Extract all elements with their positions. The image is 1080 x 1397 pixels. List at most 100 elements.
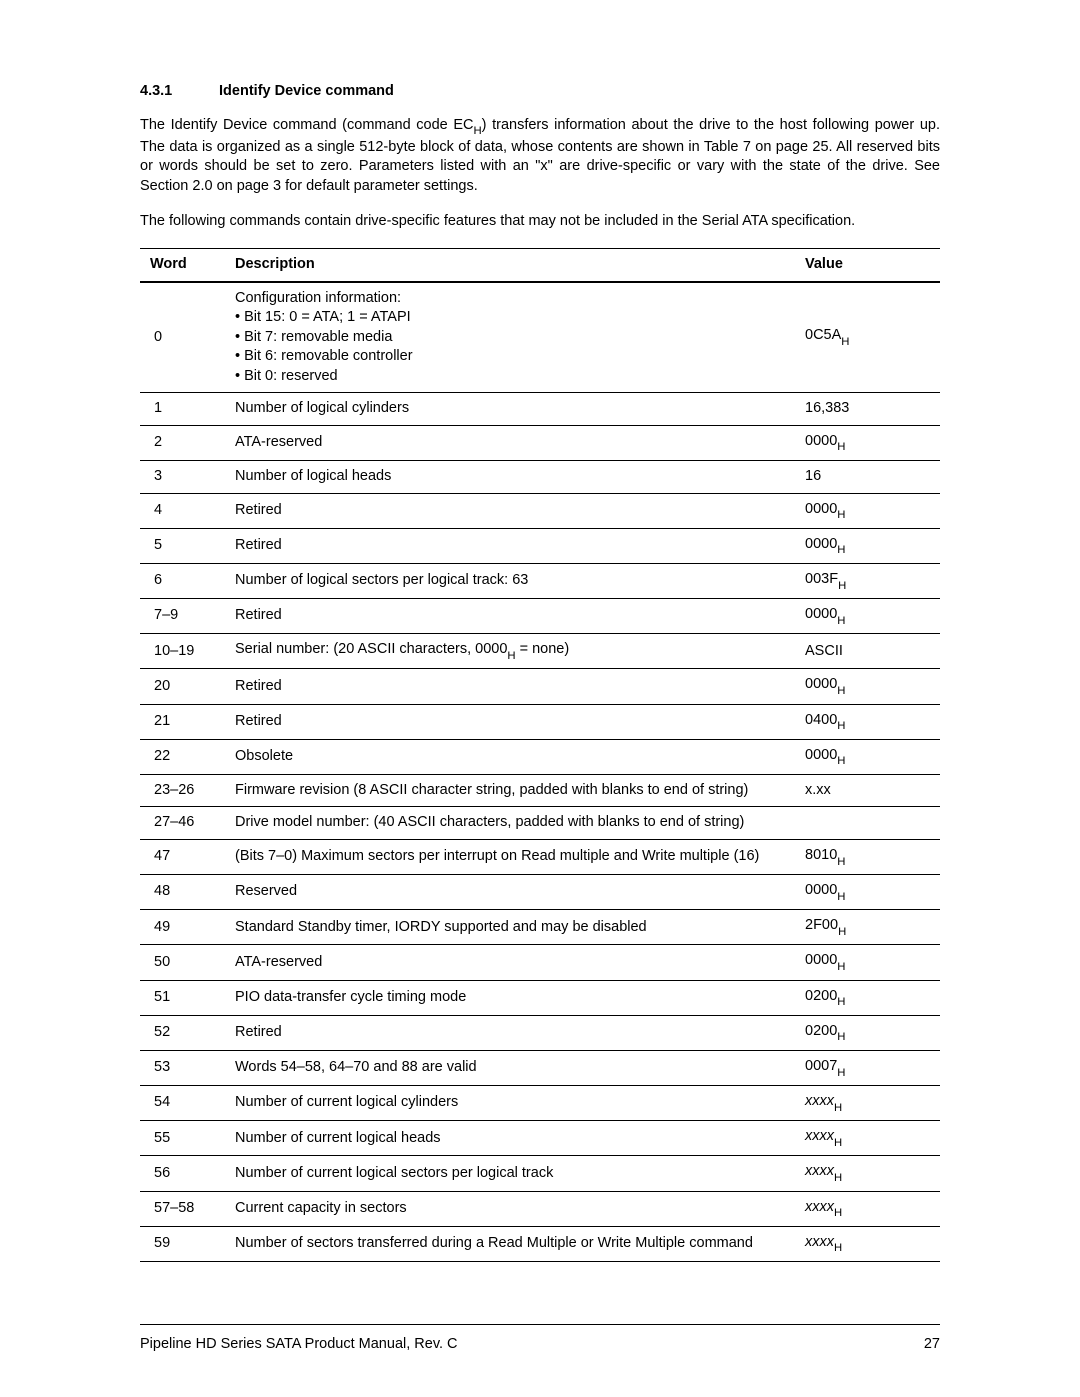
cell-desc: Reserved — [225, 875, 795, 910]
cell-desc: Retired — [225, 528, 795, 563]
cell-desc: Number of current logical heads — [225, 1121, 795, 1156]
table-row: 50ATA-reserved0000H — [140, 945, 940, 980]
table-row: 20Retired0000H — [140, 669, 940, 704]
table-row: 3Number of logical heads16 — [140, 461, 940, 494]
th-value: Value — [795, 248, 940, 281]
cell-value: 003FH — [795, 563, 940, 598]
cell-value: ASCII — [795, 634, 940, 669]
cell-desc: Standard Standby timer, IORDY supported … — [225, 910, 795, 945]
cell-desc: Retired — [225, 669, 795, 704]
cell-desc: Number of logical heads — [225, 461, 795, 494]
cell-value: 0007H — [795, 1050, 940, 1085]
cell-word: 2 — [140, 425, 225, 460]
cell-value — [795, 807, 940, 840]
cell-word: 50 — [140, 945, 225, 980]
table-row: 27–46Drive model number: (40 ASCII chara… — [140, 807, 940, 840]
cell-word: 59 — [140, 1226, 225, 1261]
para1-a: The Identify Device command (command cod… — [140, 117, 473, 133]
cell-desc: Number of sectors transferred during a R… — [225, 1226, 795, 1261]
config-bullets: Bit 15: 0 = ATA; 1 = ATAPI Bit 7: remova… — [235, 308, 785, 386]
cell-desc: Number of current logical cylinders — [225, 1086, 795, 1121]
cell-value: xxxxH — [795, 1191, 940, 1226]
table-row: 53Words 54–58, 64–70 and 88 are valid000… — [140, 1050, 940, 1085]
cell-value: xxxxH — [795, 1156, 940, 1191]
cell-value: 16 — [795, 461, 940, 494]
cell-desc: Serial number: (20 ASCII characters, 000… — [225, 634, 795, 669]
cell-word: 55 — [140, 1121, 225, 1156]
cell-desc: Obsolete — [225, 739, 795, 774]
cell-desc: Words 54–58, 64–70 and 88 are valid — [225, 1050, 795, 1085]
paragraph-2: The following commands contain drive-spe… — [140, 212, 940, 232]
cell-word: 56 — [140, 1156, 225, 1191]
table-row: 10–19 Serial number: (20 ASCII character… — [140, 634, 940, 669]
cell-desc: Retired — [225, 1015, 795, 1050]
table-row: 59Number of sectors transferred during a… — [140, 1226, 940, 1261]
cell-word: 52 — [140, 1015, 225, 1050]
cell-desc: PIO data-transfer cycle timing mode — [225, 980, 795, 1015]
cell-value: 0000H — [795, 875, 940, 910]
cell-desc: Drive model number: (40 ASCII characters… — [225, 807, 795, 840]
cell-value: 0000H — [795, 528, 940, 563]
cell-desc: Firmware revision (8 ASCII character str… — [225, 774, 795, 807]
cell-desc: Retired — [225, 704, 795, 739]
table-row: 51PIO data-transfer cycle timing mode020… — [140, 980, 940, 1015]
cell-word: 5 — [140, 528, 225, 563]
table-row: 2ATA-reserved0000H — [140, 425, 940, 460]
cell-value: 0400H — [795, 704, 940, 739]
table-row: 7–9Retired0000H — [140, 599, 940, 634]
cell-word: 0 — [140, 282, 225, 393]
table-row: 48Reserved0000H — [140, 875, 940, 910]
table-row: 4Retired0000H — [140, 493, 940, 528]
cell-value: xxxxH — [795, 1121, 940, 1156]
table-row: 6Number of logical sectors per logical t… — [140, 563, 940, 598]
cell-desc: Number of current logical sectors per lo… — [225, 1156, 795, 1191]
cell-desc: (Bits 7–0) Maximum sectors per interrupt… — [225, 840, 795, 875]
cell-value: 0000H — [795, 493, 940, 528]
cell-word: 51 — [140, 980, 225, 1015]
cell-word: 3 — [140, 461, 225, 494]
paragraph-1: The Identify Device command (command cod… — [140, 116, 940, 197]
cell-word: 48 — [140, 875, 225, 910]
cell-desc: Configuration information: Bit 15: 0 = A… — [225, 282, 795, 393]
bullet: Bit 6: removable controller — [235, 347, 785, 367]
section-title: Identify Device command — [219, 83, 394, 99]
cell-value: 0000H — [795, 945, 940, 980]
table-row: 21Retired0400H — [140, 704, 940, 739]
bullet: Bit 15: 0 = ATA; 1 = ATAPI — [235, 308, 785, 328]
table-row: 52Retired0200H — [140, 1015, 940, 1050]
table-row: 5Retired0000H — [140, 528, 940, 563]
footer-left: Pipeline HD Series SATA Product Manual, … — [140, 1335, 458, 1355]
cell-desc: Retired — [225, 493, 795, 528]
cell-value: 16,383 — [795, 393, 940, 426]
section-number: 4.3.1 — [140, 82, 215, 102]
cell-word: 20 — [140, 669, 225, 704]
table-row: 56Number of current logical sectors per … — [140, 1156, 940, 1191]
cell-word: 47 — [140, 840, 225, 875]
cell-value: 0C5AH — [795, 282, 940, 393]
table-row: 54Number of current logical cylindersxxx… — [140, 1086, 940, 1121]
table-header-row: Word Description Value — [140, 248, 940, 281]
cell-word: 54 — [140, 1086, 225, 1121]
table-row: 0 Configuration information: Bit 15: 0 =… — [140, 282, 940, 393]
table-row: 22Obsolete0000H — [140, 739, 940, 774]
page-footer: Pipeline HD Series SATA Product Manual, … — [140, 1324, 940, 1355]
bullet: Bit 0: reserved — [235, 367, 785, 387]
th-word: Word — [140, 248, 225, 281]
table-row: 47(Bits 7–0) Maximum sectors per interru… — [140, 840, 940, 875]
bullet: Bit 7: removable media — [235, 328, 785, 348]
table-row: 1Number of logical cylinders16,383 — [140, 393, 940, 426]
cell-value: xxxxH — [795, 1086, 940, 1121]
config-intro: Configuration information: — [235, 290, 401, 306]
cell-value: 0000H — [795, 669, 940, 704]
cell-desc: ATA-reserved — [225, 945, 795, 980]
cell-value: 0200H — [795, 980, 940, 1015]
table-row: 57–58Current capacity in sectorsxxxxH — [140, 1191, 940, 1226]
cell-word: 6 — [140, 563, 225, 598]
table-row: 55Number of current logical headsxxxxH — [140, 1121, 940, 1156]
cell-desc: Current capacity in sectors — [225, 1191, 795, 1226]
table-row: 49Standard Standby timer, IORDY supporte… — [140, 910, 940, 945]
cell-word: 53 — [140, 1050, 225, 1085]
cell-desc: ATA-reserved — [225, 425, 795, 460]
cell-value: 8010H — [795, 840, 940, 875]
cell-word: 10–19 — [140, 634, 225, 669]
